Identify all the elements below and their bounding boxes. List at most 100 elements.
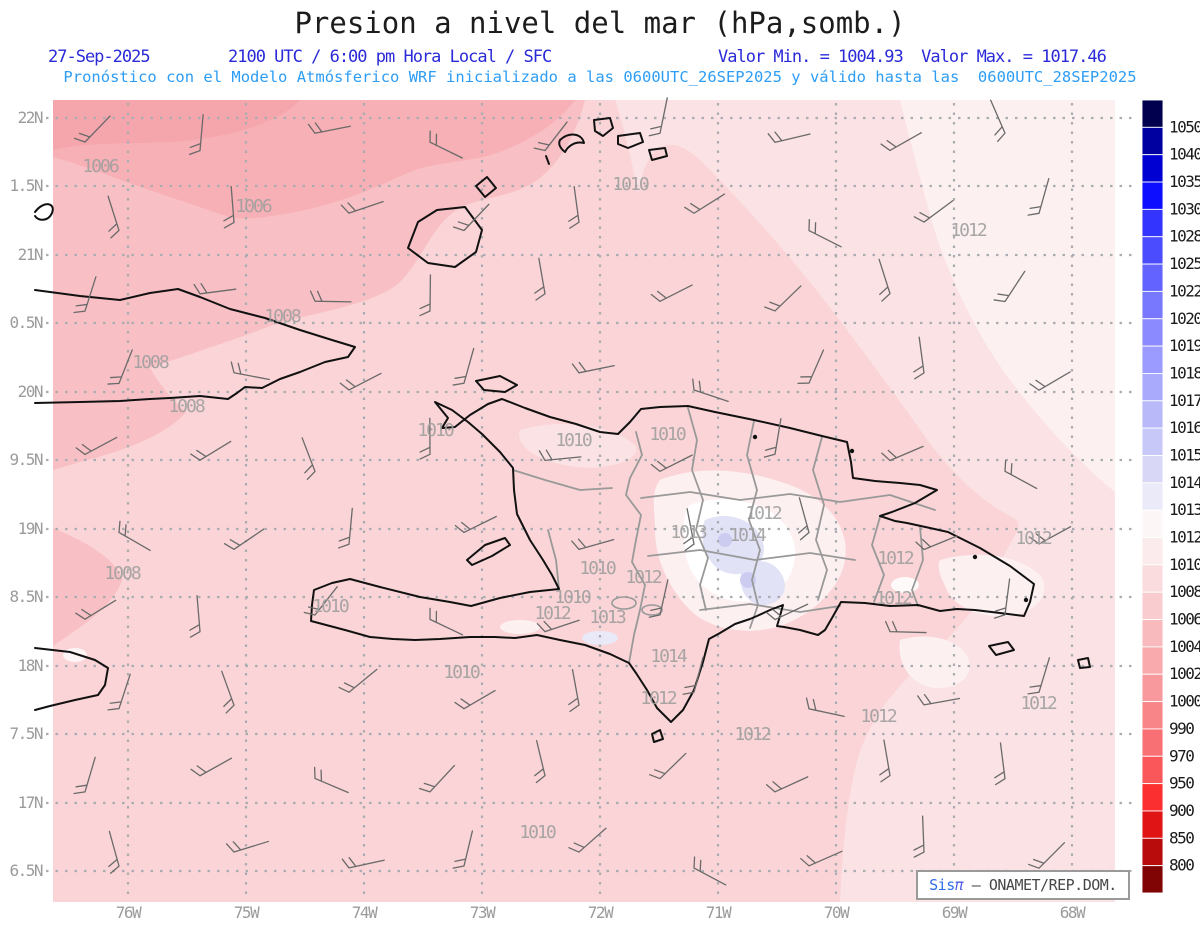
colorbar-cell (1141, 372, 1164, 402)
colorbar-tick-label: 1000 (1169, 692, 1200, 711)
wind-barb (340, 200, 384, 214)
colorbar-cell (1141, 99, 1164, 128)
colorbar-cell (1141, 154, 1164, 183)
wind-barb (313, 766, 349, 794)
wind-barb (533, 121, 568, 152)
wind-barb (808, 218, 842, 248)
colorbar-cell (1141, 537, 1164, 566)
colorbar-cell (1141, 318, 1164, 347)
colorbar-tick-label: 1025 (1169, 254, 1200, 273)
wind-barb (1029, 371, 1071, 391)
wind-barb (884, 620, 927, 634)
lat-axis-label: 7.5N (9, 724, 42, 743)
wind-barb (534, 257, 546, 301)
wind-barb (73, 756, 96, 795)
wind-barb (765, 776, 809, 793)
colorbar-cell (1141, 400, 1164, 429)
coastline-cuba (34, 288, 356, 404)
attribution-box: Sis π – ONAMET/REP.DOM. (916, 870, 1130, 900)
wind-barb (307, 122, 351, 134)
lon-axis-label: 68W (1060, 903, 1086, 922)
wind-barb (1029, 526, 1072, 545)
lat-axis-label: 9.5N (9, 450, 42, 469)
department-boundary-haiti-1 (512, 469, 613, 491)
wind-barb (454, 689, 496, 710)
lon-axis-label: 76W (116, 903, 142, 922)
wind-barb (303, 586, 338, 616)
lon-axis-label: 75W (234, 903, 260, 922)
colorbar-tick-label: 1019 (1169, 336, 1200, 355)
wind-barb (221, 670, 235, 714)
wind-barb (763, 418, 782, 458)
lat-axis-label: 17N (18, 793, 43, 812)
wind-barb (913, 815, 925, 858)
contour-label: 1012 (734, 724, 771, 745)
wind-barb (107, 195, 120, 239)
contour-label: 1012 (745, 503, 782, 524)
province-boundary-5 (911, 526, 924, 607)
lat-axis-label: 6.5N (9, 861, 42, 880)
colorbar-cell (1141, 865, 1164, 894)
header-valid-time: 2100 UTC / 6:00 pm Hora Local / SFC (228, 47, 552, 67)
pressure-shading-1014-1015-b (740, 561, 785, 606)
contour-label: 1010 (443, 662, 480, 683)
coastline-saona (988, 641, 1015, 656)
lat-axis-label: 21N (18, 245, 43, 264)
colorbar-tick-label: 1020 (1169, 309, 1200, 328)
wind-barb (452, 347, 475, 386)
colorbar-cell (1141, 455, 1164, 484)
colorbar-tick-label: 800 (1169, 856, 1194, 875)
wind-barb (429, 607, 464, 636)
lat-axis-label: 1.5N (9, 176, 42, 195)
wind-barb (881, 445, 924, 462)
colorbar-tick-label: 1012 (1169, 528, 1200, 547)
province-boundary-2 (746, 420, 761, 629)
wind-barb (230, 361, 271, 381)
wind-barb (797, 349, 825, 384)
wind-barb (800, 850, 843, 867)
contour-label: 1008 (168, 396, 205, 417)
lon-axis-label: 70W (824, 903, 850, 922)
pressure-shading-1012-se-1 (938, 554, 1045, 617)
contour-label: 1012 (1020, 693, 1057, 714)
colorbar-tick-label: 1050 (1169, 117, 1200, 136)
wind-barb (568, 827, 607, 853)
wind-barb (571, 361, 615, 374)
colorbar-cell (1141, 126, 1164, 156)
colorbar-tick-label: 1006 (1169, 610, 1200, 629)
contour-label: 1012 (534, 603, 571, 624)
wind-barb (692, 378, 729, 403)
colorbar-cell (1141, 482, 1164, 511)
contour-label: 1012 (875, 588, 912, 609)
lat-axis-label: 8.5N (9, 587, 42, 606)
contour-label: 1012 (860, 706, 897, 727)
province-boundary-7 (647, 549, 856, 561)
colorbar-cell (1141, 427, 1164, 456)
coastline-cuba-north-bay (34, 203, 54, 221)
wind-barb (419, 417, 431, 460)
haiti-dr-border (625, 431, 646, 664)
header-date: 27-Sep-2025 (48, 47, 151, 67)
wind-barb (107, 673, 131, 711)
lat-axis-label: 22N (18, 108, 43, 127)
colorbar-cell (1141, 564, 1164, 593)
wind-barb (879, 739, 891, 783)
wind-barb (1027, 657, 1051, 695)
attribution-org: ONAMET/REP.DOM. (988, 876, 1117, 894)
colorbar-tick-label: 1016 (1169, 418, 1200, 437)
coastline-gonave (466, 537, 511, 566)
wind-barb (225, 840, 270, 853)
contour-label: 1010 (519, 822, 556, 843)
axis-labels-layer: 22N 1.5N 21N 0.5N 20N 9.5N 19N 8.5N 18N 7.5N 17N 6.… (9, 108, 1087, 922)
wind-barb (913, 336, 925, 380)
wind-barb (915, 535, 958, 551)
coastline-cay-tick (545, 155, 550, 165)
contour-label: 1010 (612, 174, 649, 195)
wind-barb (534, 739, 546, 784)
coastline-jamaica-east (34, 647, 109, 711)
contour-label: 1012 (877, 548, 914, 569)
wind-barb (1027, 178, 1050, 216)
colorbar-tick-label: 1028 (1169, 227, 1200, 246)
